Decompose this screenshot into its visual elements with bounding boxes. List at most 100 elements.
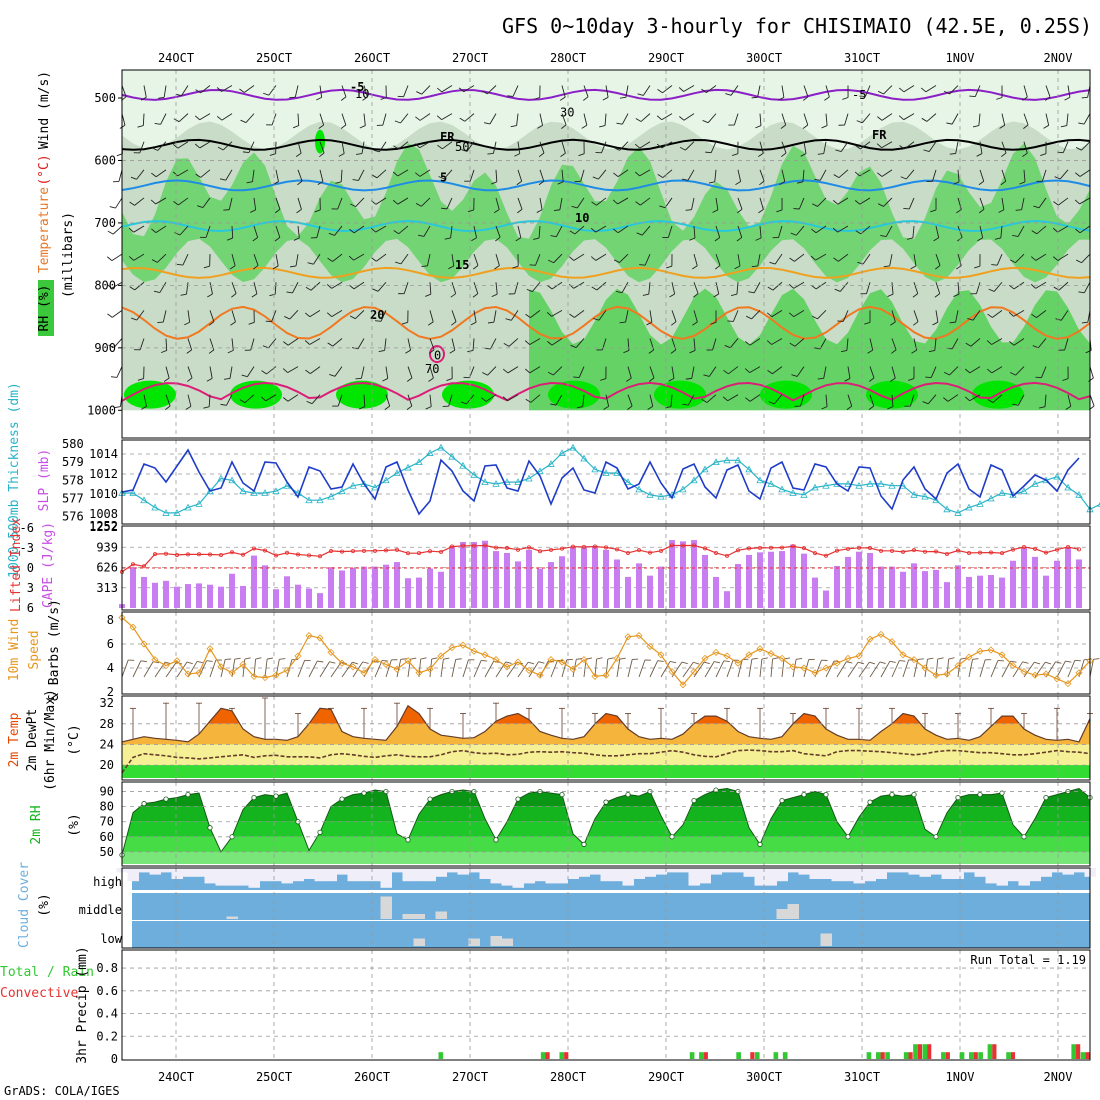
xsec-wind-barb-230-flag	[538, 152, 545, 158]
xsec-wind-barb-349	[759, 113, 762, 126]
rh-band-4	[122, 851, 1090, 864]
wind-point-45	[613, 654, 621, 662]
li-point-23	[372, 548, 377, 553]
xsec-wind-barb-357-flag	[745, 341, 751, 346]
wind-point-8	[206, 645, 214, 653]
wind-barb-58-flag	[761, 657, 768, 660]
xsec-wind-barb-285-flag	[623, 350, 630, 354]
xsec-wind-barb-188-flag	[451, 321, 457, 326]
li-point-21	[350, 549, 355, 554]
xsec-wind-barb-313	[683, 113, 695, 121]
cloud-high-bar-62	[798, 868, 810, 875]
wind-point-12	[250, 672, 258, 680]
xsec-wind-barb-119-flag	[306, 400, 313, 405]
wind-point-38	[536, 671, 544, 679]
xsec-wind-barb-194-flag	[461, 149, 468, 152]
xsec-wind-barb-404	[842, 310, 849, 322]
rh-point-58	[757, 841, 763, 847]
xsec-wind-barb-132-flag	[362, 96, 368, 101]
xsec-wind-barb-534-flag	[1076, 259, 1082, 264]
cloud-low-bar-32	[468, 938, 480, 946]
xsec-wind-barb-429-flag	[891, 349, 897, 354]
xsec-wind-barb-398	[840, 141, 849, 152]
rh-point-12	[251, 794, 257, 801]
wind-barb-29-flag	[443, 657, 450, 660]
xsec-wind-barb-142	[360, 366, 365, 379]
cape-bar-42	[581, 547, 587, 608]
wind-barb-77-flag	[972, 658, 979, 660]
xsec-wind-barb-516	[1067, 85, 1071, 98]
xsec-wind-barb-254-flag	[578, 153, 585, 157]
xsec-wind-barb-97	[297, 113, 300, 126]
xsec-wind-barb-246-flag	[548, 259, 554, 264]
xsec-wind-barb-506-flag	[1040, 153, 1047, 156]
xsec-wind-barb-323	[687, 394, 695, 406]
xsec-wind-barb-453-flag	[928, 349, 935, 353]
xsec-wind-barb-402	[838, 253, 849, 262]
xsec-wind-barb-369	[771, 338, 783, 345]
xsec-wind-barb-536-flag	[1081, 321, 1088, 324]
xsec-wind-barb-146	[379, 141, 387, 153]
xsec-wind-barb-103	[292, 282, 299, 294]
xsec-wind-barb-187	[451, 282, 457, 294]
li-point-84	[1044, 550, 1049, 555]
cape-bar-67	[856, 551, 862, 608]
rh-point-50	[669, 834, 675, 840]
xsec-closed-contour-label: 0	[434, 348, 441, 362]
cape-tick-939: 939	[96, 540, 118, 554]
xsec-wind-barb-27	[155, 169, 167, 178]
xsec-wind-barb-295	[648, 282, 651, 295]
xsec-wind-barb-133-flag	[359, 125, 366, 129]
date-bottom-25OCT: 25OCT	[256, 1070, 292, 1084]
cloud-high-bar-43	[589, 868, 601, 875]
cape-bar-79	[988, 575, 994, 608]
xsec-wind-barb-131	[337, 394, 343, 407]
li-point-73	[923, 549, 928, 554]
precip-run-total: Run Total = 1.19	[970, 953, 1086, 967]
date-top-27OCT: 27OCT	[452, 51, 488, 65]
thickness-point-32	[470, 471, 478, 478]
xsec-wind-barb-228-flag	[533, 97, 540, 100]
thick-tick-580: 580	[62, 437, 84, 451]
thickness-point-23	[371, 483, 379, 491]
wind-barb-46	[627, 659, 633, 678]
xsec-wind-barb-490-flag	[986, 368, 993, 374]
xsec-wind-barb-241-flag	[561, 124, 567, 129]
xsec-wind-barb-271-flag	[591, 286, 598, 291]
xsec-wind-barb-153	[384, 338, 387, 351]
wind-barb-50-flag	[681, 661, 688, 665]
thickness-point-74	[932, 496, 940, 504]
li-point-43	[593, 544, 598, 549]
xsec-wind-barb-216	[512, 85, 519, 97]
cape-bar-80	[999, 577, 1005, 608]
wind-point-84	[1042, 670, 1050, 678]
xsec-wind-barb-139-flag	[349, 284, 355, 290]
xsec-wind-barb-354-flag	[751, 265, 758, 268]
wind-point-85	[1053, 675, 1061, 683]
xsec-wind-barb-385	[825, 113, 828, 126]
xsec-wind-barb-251-flag	[550, 403, 557, 406]
wind-barb-65-flag	[846, 661, 853, 664]
xsec-wind-barb-446	[928, 141, 937, 152]
xsec-wind-barb-432-flag	[898, 87, 905, 93]
xsec-wind-barb-496	[1021, 197, 1025, 210]
xsec-wind-barb-172-flag	[415, 203, 422, 207]
xsec-wind-barb-205-flag	[484, 122, 491, 125]
xsec-wind-barb-129-flag	[327, 342, 334, 347]
cape-bar-44	[603, 549, 609, 608]
xsec-wind-barb-371	[773, 394, 783, 405]
xsec-wind-barb-426-flag	[883, 265, 890, 268]
xsec-wind-barb-225-flag	[503, 342, 510, 347]
xsec-wind-barb-522	[1057, 253, 1069, 261]
xsec-wind-barb-163	[403, 282, 409, 294]
precip-total-bar-90	[959, 1052, 965, 1059]
xsec-wind-barb-66-flag	[229, 265, 236, 270]
wind-barb-83-flag	[1045, 661, 1052, 665]
xsec-wind-barb-341-flag	[736, 237, 743, 242]
cloud-high-bar-68	[864, 868, 876, 882]
xsec-wind-barb-297-flag	[648, 349, 654, 354]
xsec-wind-barb-531	[1079, 169, 1091, 177]
xsec-wind-barb-80-flag	[248, 321, 255, 325]
xsec-wind-barb-452-flag	[932, 321, 939, 326]
xsec-wind-barb-412	[859, 197, 871, 205]
